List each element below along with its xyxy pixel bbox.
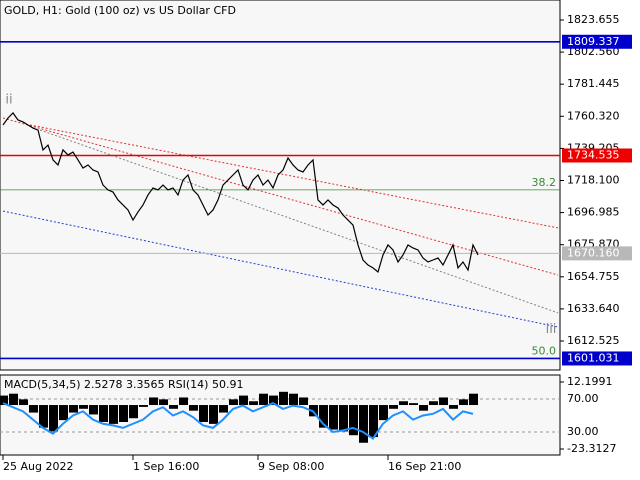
macd-bar [219,405,228,413]
macd-bar [299,397,308,406]
y-tick-label: 1718.100 [567,173,620,186]
macd-bar [0,395,8,406]
macd-bar [209,405,218,424]
macd-bar [59,405,68,421]
macd-bar [189,405,198,411]
macd-bar [369,405,378,438]
macd-bar [399,401,408,406]
trendline [39,129,559,314]
fib-label: 50.0 [532,345,557,358]
macd-bar [259,393,268,406]
macd-bar [49,405,58,432]
macd-bar [239,395,248,406]
macd-bar [79,405,88,409]
macd-bar [29,405,38,413]
macd-bar [39,405,48,428]
macd-bar [469,393,478,406]
macd-bar [159,399,168,406]
y2-tick-label: 30.00 [567,425,599,438]
y-tick-label: 1612.525 [567,334,620,347]
rsi-line [2,402,474,440]
macd-bar [199,405,208,422]
macd-bar [89,405,98,415]
macd-bar [319,405,328,428]
y-tick-label: 1633.640 [567,302,620,315]
macd-bar [19,399,28,406]
macd-bar [389,405,398,409]
level-badge [562,246,632,261]
wave-label: ii [5,93,12,108]
level-label: 1601.031 [567,351,620,364]
macd-bar [439,397,448,406]
macd-bar [409,403,418,406]
main-panel [0,0,561,371]
y-tick-label: 1823.655 [567,13,620,26]
price-line [2,112,479,274]
macd-bar [119,405,128,422]
macd-bar [289,393,298,406]
trendline [2,210,559,328]
macd-bar [269,395,278,406]
level-badge [562,148,632,163]
chart-title: GOLD, H1: Gold (100 oz) vs US Dollar CFD [4,4,236,17]
macd-bar [129,405,138,419]
macd-bar [339,405,348,432]
macd-bar [279,391,288,406]
trendline [29,124,559,229]
macd-bar [429,401,438,406]
y2-tick-label: 70.00 [567,392,599,405]
macd-bar [329,405,338,430]
trendline [2,117,559,276]
x-tick-label: 25 Aug 2022 [3,460,73,473]
y-tick-label: 1781.445 [567,77,620,90]
fib-label: 38.2 [532,176,557,189]
y-tick-label: 1654.755 [567,270,620,283]
x-tick-label: 16 Sep 21:00 [388,460,461,473]
macd-bar [139,405,148,407]
level-label: 1809.337 [567,35,620,48]
level-badge [562,34,632,49]
macd-bar [459,399,468,406]
macd-bar [349,405,358,436]
macd-bar [359,405,368,443]
macd-bar [419,405,428,411]
level-badge [562,351,632,366]
macd-bar [69,405,78,413]
macd-bar [9,393,18,406]
macd-bar [109,405,118,424]
macd-bar [249,401,258,406]
y-tick-label: 1696.985 [567,206,620,219]
macd-bar [379,405,388,421]
indicator-panel [0,374,561,456]
macd-bar [99,405,108,422]
level-label: 1734.535 [567,148,620,161]
x-tick-label: 1 Sep 16:00 [133,460,199,473]
wave-label: iii [546,322,557,337]
level-label: 1670.160 [567,246,620,259]
macd-bar [169,405,178,409]
x-tick-label: 9 Sep 08:00 [258,460,324,473]
macd-bar [179,397,188,406]
y-tick-label: -23.3127 [567,442,616,455]
macd-bar [449,405,458,409]
macd-bar [149,397,158,406]
macd-bar [229,399,238,406]
y-tick-label: 12.1991 [567,375,613,388]
indicator-title: MACD(5,34,5) 2.5278 3.3565 RSI(14) 50.91 [4,378,243,391]
y-tick-label: 1760.320 [567,109,620,122]
